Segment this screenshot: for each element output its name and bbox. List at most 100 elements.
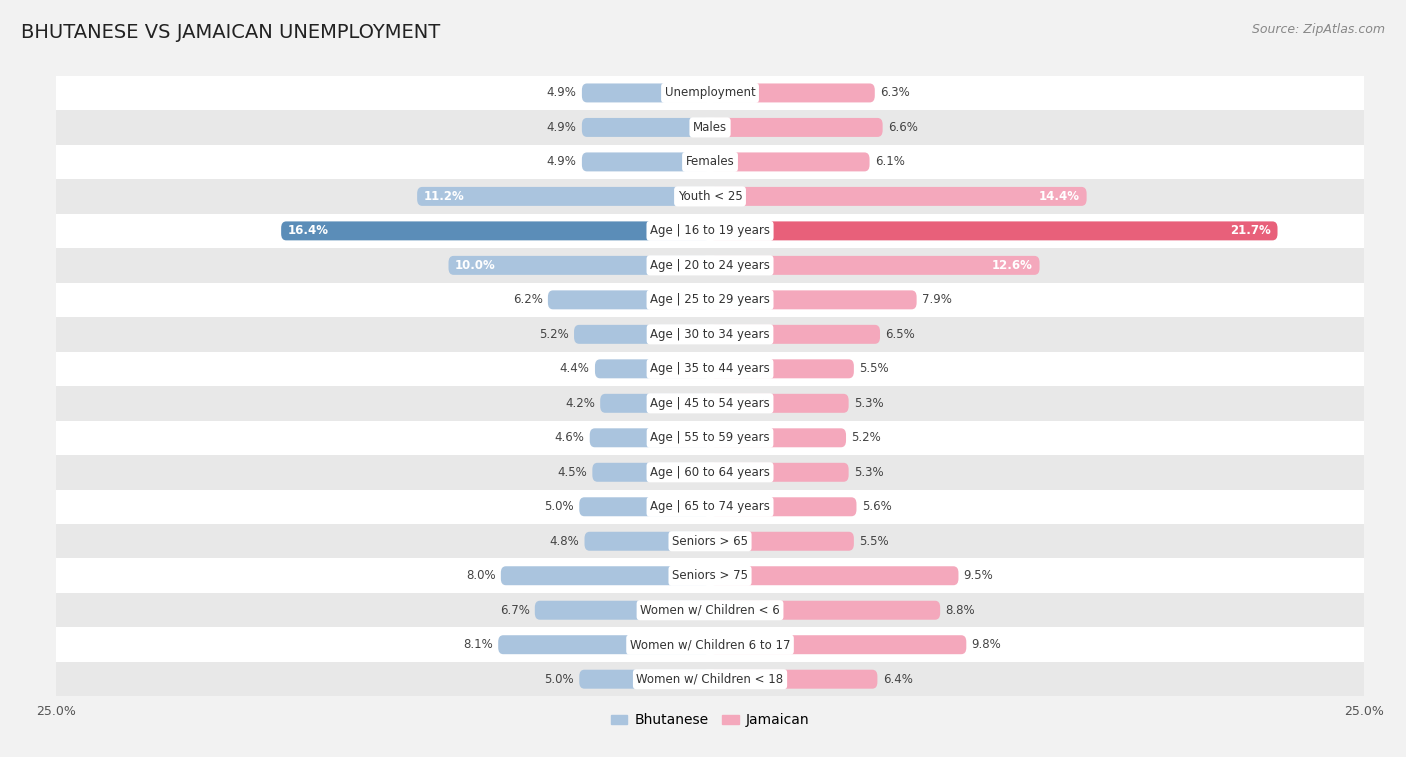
Text: 5.2%: 5.2%: [851, 431, 882, 444]
Text: 6.6%: 6.6%: [887, 121, 918, 134]
Text: Age | 55 to 59 years: Age | 55 to 59 years: [650, 431, 770, 444]
Text: 5.5%: 5.5%: [859, 534, 889, 548]
Text: Seniors > 75: Seniors > 75: [672, 569, 748, 582]
Text: 9.5%: 9.5%: [963, 569, 994, 582]
Text: 4.9%: 4.9%: [547, 86, 576, 99]
Text: Unemployment: Unemployment: [665, 86, 755, 99]
Text: Age | 16 to 19 years: Age | 16 to 19 years: [650, 224, 770, 238]
FancyBboxPatch shape: [501, 566, 710, 585]
Text: Women w/ Children < 6: Women w/ Children < 6: [640, 604, 780, 617]
Text: 6.4%: 6.4%: [883, 673, 912, 686]
FancyBboxPatch shape: [449, 256, 710, 275]
FancyBboxPatch shape: [56, 524, 1364, 559]
FancyBboxPatch shape: [56, 490, 1364, 524]
Text: Age | 35 to 44 years: Age | 35 to 44 years: [650, 363, 770, 375]
Text: Women w/ Children 6 to 17: Women w/ Children 6 to 17: [630, 638, 790, 651]
Text: 8.8%: 8.8%: [945, 604, 974, 617]
FancyBboxPatch shape: [595, 360, 710, 378]
Text: 5.6%: 5.6%: [862, 500, 891, 513]
FancyBboxPatch shape: [418, 187, 710, 206]
Text: Seniors > 65: Seniors > 65: [672, 534, 748, 548]
Text: 8.0%: 8.0%: [465, 569, 495, 582]
Text: 4.5%: 4.5%: [557, 466, 588, 478]
FancyBboxPatch shape: [56, 593, 1364, 628]
FancyBboxPatch shape: [710, 670, 877, 689]
FancyBboxPatch shape: [710, 531, 853, 551]
FancyBboxPatch shape: [710, 291, 917, 310]
Text: 5.3%: 5.3%: [853, 397, 883, 410]
Text: 11.2%: 11.2%: [423, 190, 464, 203]
Text: 7.9%: 7.9%: [922, 294, 952, 307]
Text: Age | 30 to 34 years: Age | 30 to 34 years: [650, 328, 770, 341]
FancyBboxPatch shape: [56, 421, 1364, 455]
Text: 5.3%: 5.3%: [853, 466, 883, 478]
FancyBboxPatch shape: [710, 566, 959, 585]
FancyBboxPatch shape: [710, 83, 875, 102]
FancyBboxPatch shape: [710, 187, 1087, 206]
Text: 6.7%: 6.7%: [499, 604, 530, 617]
FancyBboxPatch shape: [600, 394, 710, 413]
FancyBboxPatch shape: [56, 111, 1364, 145]
FancyBboxPatch shape: [585, 531, 710, 551]
FancyBboxPatch shape: [710, 118, 883, 137]
Text: Age | 60 to 64 years: Age | 60 to 64 years: [650, 466, 770, 478]
FancyBboxPatch shape: [56, 662, 1364, 696]
Text: Youth < 25: Youth < 25: [678, 190, 742, 203]
Text: 6.1%: 6.1%: [875, 155, 904, 168]
Text: 12.6%: 12.6%: [993, 259, 1033, 272]
FancyBboxPatch shape: [281, 221, 710, 241]
FancyBboxPatch shape: [56, 559, 1364, 593]
Text: Age | 20 to 24 years: Age | 20 to 24 years: [650, 259, 770, 272]
FancyBboxPatch shape: [710, 635, 966, 654]
FancyBboxPatch shape: [56, 282, 1364, 317]
Text: 8.1%: 8.1%: [463, 638, 494, 651]
Text: 4.9%: 4.9%: [547, 155, 576, 168]
Text: Age | 65 to 74 years: Age | 65 to 74 years: [650, 500, 770, 513]
FancyBboxPatch shape: [710, 497, 856, 516]
Legend: Bhutanese, Jamaican: Bhutanese, Jamaican: [605, 708, 815, 733]
FancyBboxPatch shape: [574, 325, 710, 344]
FancyBboxPatch shape: [56, 317, 1364, 351]
Text: 10.0%: 10.0%: [456, 259, 496, 272]
Text: 9.8%: 9.8%: [972, 638, 1001, 651]
FancyBboxPatch shape: [710, 152, 869, 171]
FancyBboxPatch shape: [56, 76, 1364, 111]
FancyBboxPatch shape: [56, 179, 1364, 213]
Text: Women w/ Children < 18: Women w/ Children < 18: [637, 673, 783, 686]
FancyBboxPatch shape: [56, 145, 1364, 179]
FancyBboxPatch shape: [579, 670, 710, 689]
Text: Source: ZipAtlas.com: Source: ZipAtlas.com: [1251, 23, 1385, 36]
FancyBboxPatch shape: [579, 497, 710, 516]
FancyBboxPatch shape: [582, 118, 710, 137]
FancyBboxPatch shape: [56, 628, 1364, 662]
FancyBboxPatch shape: [56, 351, 1364, 386]
Text: Age | 25 to 29 years: Age | 25 to 29 years: [650, 294, 770, 307]
FancyBboxPatch shape: [710, 463, 849, 481]
Text: 4.6%: 4.6%: [554, 431, 585, 444]
FancyBboxPatch shape: [548, 291, 710, 310]
FancyBboxPatch shape: [710, 601, 941, 620]
FancyBboxPatch shape: [534, 601, 710, 620]
FancyBboxPatch shape: [710, 394, 849, 413]
Text: BHUTANESE VS JAMAICAN UNEMPLOYMENT: BHUTANESE VS JAMAICAN UNEMPLOYMENT: [21, 23, 440, 42]
FancyBboxPatch shape: [710, 360, 853, 378]
FancyBboxPatch shape: [498, 635, 710, 654]
Text: 6.5%: 6.5%: [886, 328, 915, 341]
Text: 4.2%: 4.2%: [565, 397, 595, 410]
FancyBboxPatch shape: [56, 386, 1364, 421]
Text: Females: Females: [686, 155, 734, 168]
FancyBboxPatch shape: [582, 83, 710, 102]
Text: 6.2%: 6.2%: [513, 294, 543, 307]
FancyBboxPatch shape: [710, 256, 1039, 275]
Text: 5.5%: 5.5%: [859, 363, 889, 375]
FancyBboxPatch shape: [589, 428, 710, 447]
Text: 6.3%: 6.3%: [880, 86, 910, 99]
Text: 4.9%: 4.9%: [547, 121, 576, 134]
Text: 16.4%: 16.4%: [288, 224, 329, 238]
FancyBboxPatch shape: [710, 325, 880, 344]
FancyBboxPatch shape: [582, 152, 710, 171]
Text: Age | 45 to 54 years: Age | 45 to 54 years: [650, 397, 770, 410]
FancyBboxPatch shape: [56, 455, 1364, 490]
FancyBboxPatch shape: [710, 428, 846, 447]
Text: Males: Males: [693, 121, 727, 134]
